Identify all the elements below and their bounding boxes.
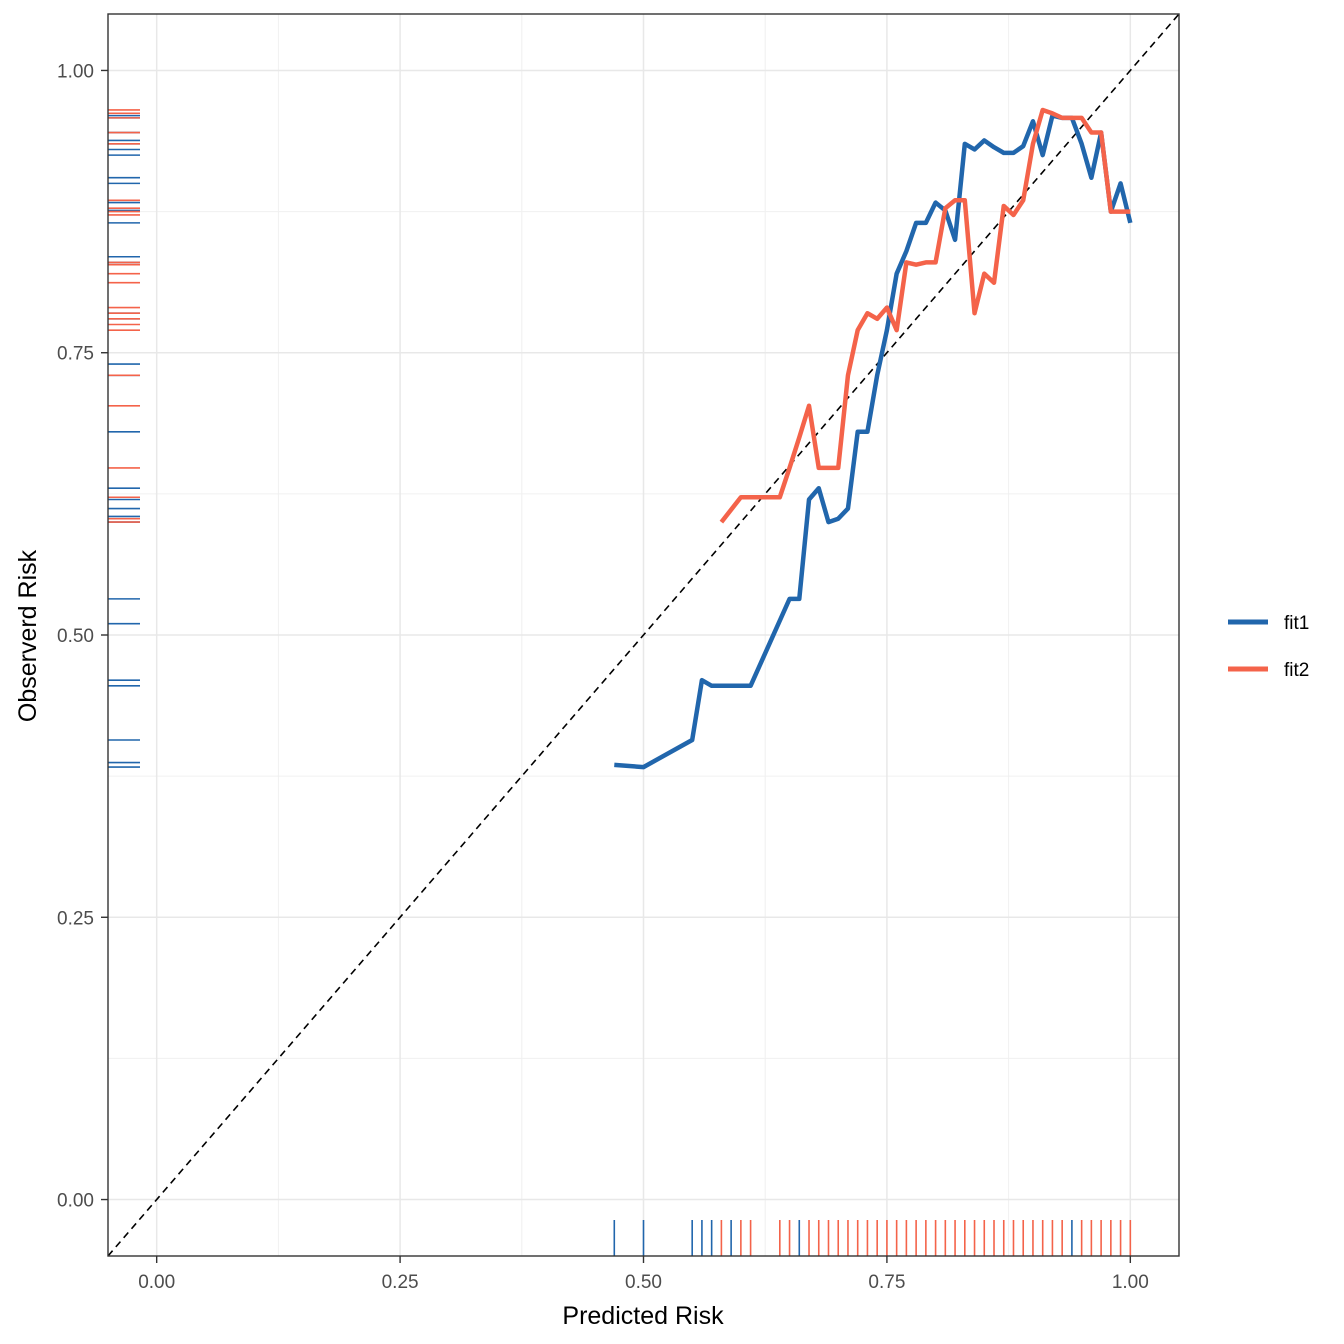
y-tick-label: 0.25	[57, 908, 94, 929]
y-tick-label: 0.00	[57, 1191, 94, 1212]
legend-label-fit2: fit2	[1284, 660, 1309, 681]
rug-marks	[108, 109, 1132, 1256]
legend-label-fit1: fit1	[1284, 613, 1309, 634]
x-tick-label: 1.00	[1112, 1272, 1149, 1293]
legend: fit1 fit2	[1228, 613, 1309, 681]
y-tick-label: 1.00	[57, 61, 94, 82]
y-axis-title: Observerd Risk	[14, 549, 42, 722]
x-tick-label: 0.00	[138, 1272, 175, 1293]
x-tick-label: 0.25	[382, 1272, 419, 1293]
x-axis-ticks: 0.00 0.25 0.50 0.75 1.00	[138, 1256, 1149, 1293]
series-lines	[614, 107, 1133, 770]
y-tick-label: 0.75	[57, 344, 94, 365]
x-axis-title: Predicted Risk	[562, 1302, 724, 1330]
x-tick-label: 0.75	[868, 1272, 905, 1293]
x-tick-label: 0.50	[625, 1272, 662, 1293]
y-tick-label: 0.50	[57, 626, 94, 647]
y-axis-ticks: 0.00 0.25 0.50 0.75 1.00	[57, 61, 108, 1212]
series-line-fit2	[719, 107, 1131, 524]
reference-diagonal-line	[107, 13, 1180, 1257]
